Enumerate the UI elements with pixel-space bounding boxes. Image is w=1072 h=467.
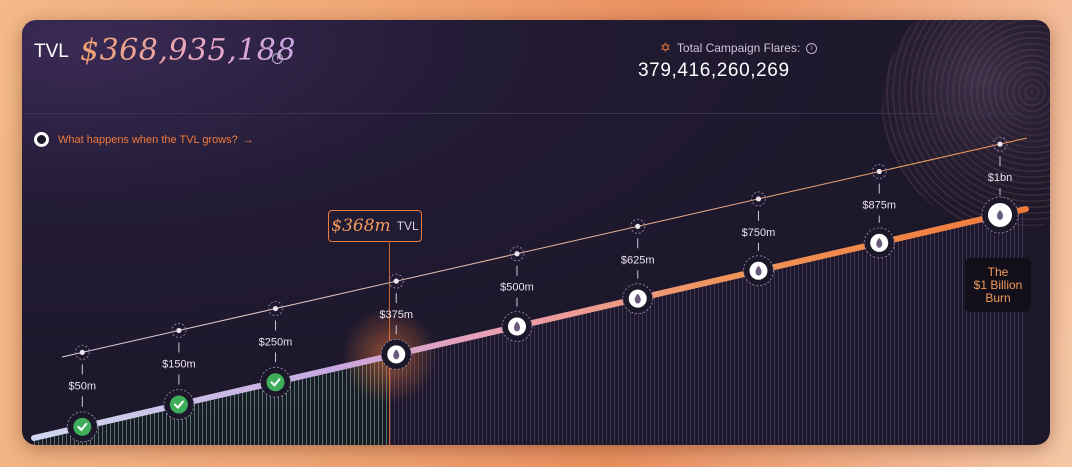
tvl-growth-link-text: What happens when the TVL grows? <box>58 133 238 146</box>
upper-node-dot <box>176 327 182 334</box>
milestone-label: $500m <box>500 282 534 294</box>
upper-node-ring <box>171 322 187 338</box>
milestone-875m <box>863 227 895 259</box>
milestone-label: $750m <box>742 227 776 239</box>
arrow-right-icon: → <box>242 133 254 146</box>
flame-shape <box>755 265 762 276</box>
check-mark <box>270 378 281 387</box>
ring-icon <box>34 132 49 147</box>
milestone-label: $375m <box>379 309 413 321</box>
milestone-label: $875m <box>862 200 896 212</box>
flame-shape <box>634 293 641 304</box>
milestone-250m <box>260 366 291 398</box>
check-mark <box>173 400 184 410</box>
flares-value: 379,416,260,269 <box>638 60 790 81</box>
info-icon[interactable]: i <box>806 42 818 54</box>
tvl-campaign-card: TVL $368,935,188 i ✡ Total Campaign Flar… <box>22 20 1050 445</box>
upper-node-ring <box>871 164 887 180</box>
check-mark <box>77 422 88 432</box>
flame-shape <box>997 210 1003 221</box>
check-icon <box>169 395 188 414</box>
milestone-label: $150m <box>162 358 196 370</box>
upper-node-ring <box>751 191 766 207</box>
tvl-label: TVL <box>34 41 69 62</box>
upper-node-dot <box>876 168 882 175</box>
burn-line: Burn <box>985 290 1011 305</box>
current-tvl-label: TVL <box>396 219 419 233</box>
flame-shape <box>514 321 520 332</box>
milestone-150m <box>163 389 195 421</box>
upper-node-dot <box>514 251 520 257</box>
milestone-750m <box>743 255 774 287</box>
billion-burn-badge: The $1 Billion Burn <box>965 258 1031 312</box>
milestone-500m <box>501 311 533 343</box>
upper-node-ring <box>509 246 525 262</box>
current-tvl-value: $368m <box>331 216 391 236</box>
flares-header: ✡ Total Campaign Flares: i <box>660 40 818 56</box>
upper-node-dot <box>635 223 641 229</box>
upper-node-dot <box>755 196 762 202</box>
tvl-value: $368,935,188 <box>80 33 296 68</box>
upper-node-ring <box>268 301 283 317</box>
milestone-label: $250m <box>259 337 293 349</box>
milestone-chart: $50m $150m $250m $375m $500m $625m $750m $875m $… <box>31 136 1029 445</box>
milestone-1bn <box>981 196 1019 234</box>
upper-node-ring <box>992 136 1008 152</box>
remaining-fill-hatch <box>389 209 1026 445</box>
divider <box>22 113 1022 114</box>
flame-shape <box>876 237 883 248</box>
info-icon[interactable]: i <box>272 53 283 64</box>
burn-line: $1 Billion <box>973 277 1023 292</box>
milestone-label: $1bn <box>988 172 1012 184</box>
milestone-625m <box>622 283 654 315</box>
current-tvl-marker: $368m TVL <box>328 210 422 242</box>
upper-node-ring <box>630 218 646 234</box>
milestone-label: $625m <box>621 254 655 266</box>
tvl-growth-link[interactable]: What happens when the TVL grows? → <box>34 132 254 147</box>
upper-node-dot <box>997 141 1003 147</box>
milestone-label: $50m <box>69 380 97 392</box>
target-line <box>61 137 1028 358</box>
upper-node-dot <box>272 305 279 312</box>
milestone-375m <box>380 338 412 370</box>
upper-node-dot <box>79 349 85 355</box>
check-icon <box>73 417 92 436</box>
upper-node-ring <box>74 344 90 360</box>
milestone-50m <box>66 411 98 443</box>
upper-node-dot <box>393 278 399 284</box>
burn-line: The <box>987 264 1009 279</box>
upper-node-ring <box>388 273 404 289</box>
check-icon <box>266 373 285 392</box>
flame-shape <box>393 349 400 360</box>
star-icon: ✡ <box>660 40 671 55</box>
flares-label: Total Campaign Flares: <box>676 41 801 55</box>
